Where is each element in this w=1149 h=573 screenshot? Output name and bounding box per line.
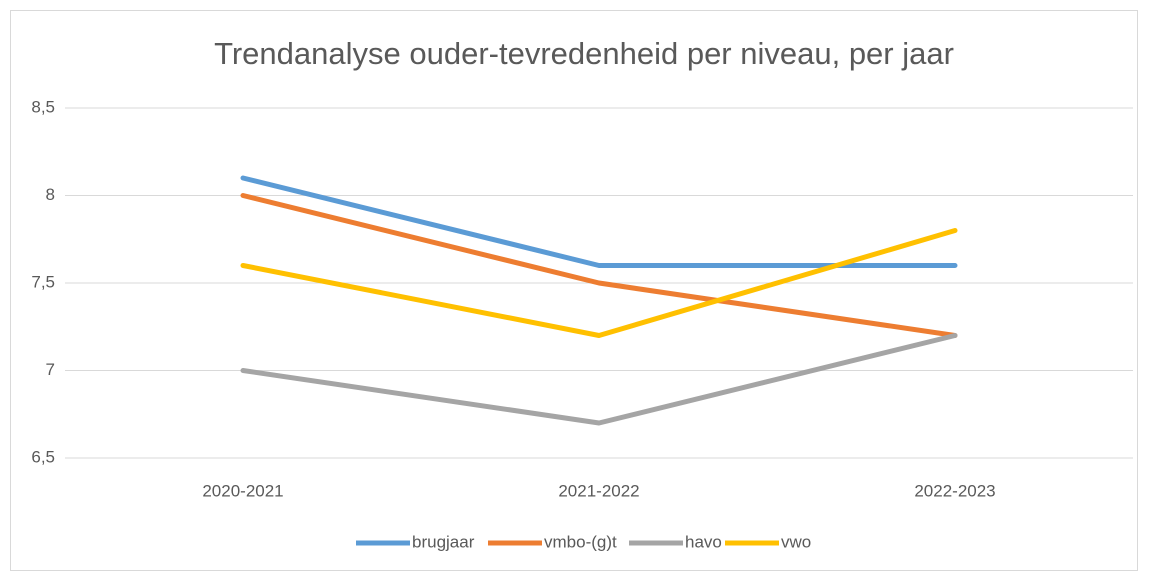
- y-tick-label: 7,5: [31, 272, 55, 291]
- x-tick-label: 2020-2021: [202, 481, 283, 500]
- chart-border: [10, 10, 1138, 571]
- series-line: [240, 193, 958, 338]
- series-line: [240, 333, 958, 426]
- y-tick-label: 6,5: [31, 447, 55, 466]
- x-tick-label: 2021-2022: [558, 481, 639, 500]
- legend-label: vwo: [781, 532, 811, 551]
- series-line: [240, 228, 958, 338]
- x-tick-label: 2022-2023: [914, 481, 995, 500]
- y-tick-label: 8: [46, 185, 55, 204]
- legend-label: brugjaar: [412, 532, 475, 551]
- y-tick-label: 7: [46, 360, 55, 379]
- legend-label: havo: [685, 532, 722, 551]
- y-tick-label: 8,5: [31, 97, 55, 116]
- chart-title: Trendanalyse ouder-tevredenheid per nive…: [214, 36, 954, 71]
- legend-label: vmbo-(g)t: [544, 532, 617, 551]
